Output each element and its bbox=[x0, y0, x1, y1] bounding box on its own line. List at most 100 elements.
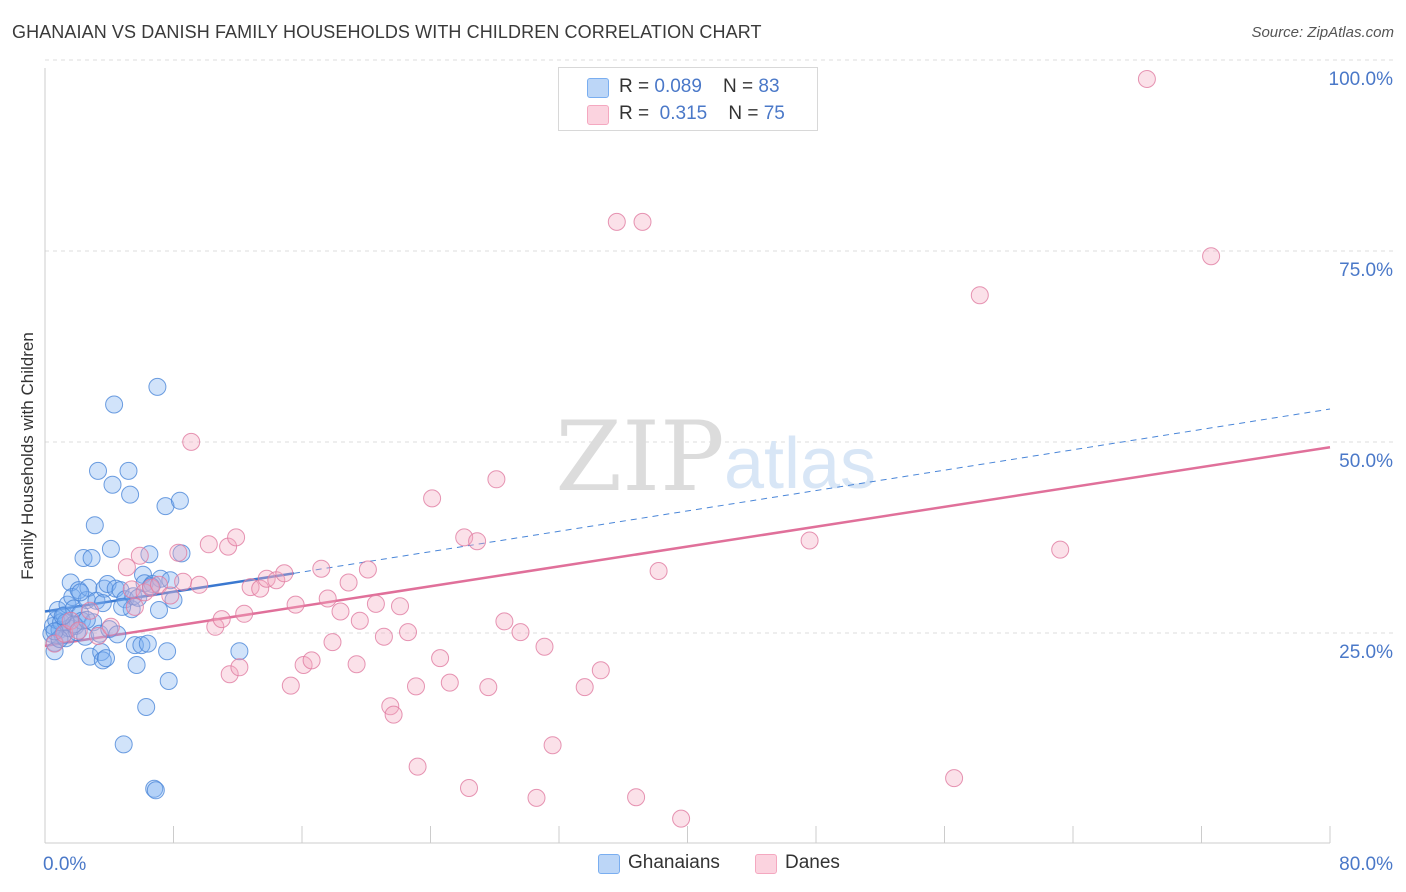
data-point bbox=[286, 595, 305, 614]
data-point bbox=[649, 562, 668, 580]
legend-label-ghanaians: Ghanaians bbox=[628, 852, 720, 873]
watermark: ZIP atlas bbox=[555, 401, 876, 513]
legend-swatch-danes bbox=[587, 105, 609, 125]
data-point bbox=[331, 602, 350, 621]
data-point bbox=[423, 489, 442, 508]
grid-lines bbox=[45, 59, 1395, 634]
data-point bbox=[45, 642, 64, 661]
chart-title: GHANAIAN VS DANISH FAMILY HOUSEHOLDS WIT… bbox=[12, 22, 762, 42]
data-point bbox=[384, 705, 403, 724]
data-point bbox=[251, 579, 270, 598]
data-point bbox=[800, 531, 819, 550]
legend-n-value: 75 bbox=[763, 103, 785, 124]
data-point bbox=[132, 636, 151, 655]
data-point bbox=[55, 624, 74, 643]
y-axis-label: Family Households with Children bbox=[18, 332, 37, 580]
data-point bbox=[156, 497, 175, 516]
legend-n-label: N = bbox=[723, 76, 759, 97]
data-point bbox=[138, 634, 157, 653]
data-point bbox=[607, 212, 626, 231]
data-point bbox=[114, 735, 133, 754]
data-point bbox=[220, 665, 239, 684]
data-point bbox=[318, 589, 337, 608]
data-point bbox=[230, 642, 249, 661]
data-point bbox=[117, 558, 136, 577]
data-point bbox=[945, 769, 964, 788]
data-point bbox=[170, 491, 189, 510]
data-point bbox=[182, 432, 201, 451]
legend-n-label: N = bbox=[728, 103, 764, 124]
data-point bbox=[479, 678, 498, 697]
correlation-legend: R = 0.089 N = 83 R = 0.315 N = 75 bbox=[558, 67, 818, 131]
data-point bbox=[174, 572, 193, 591]
data-point bbox=[105, 395, 124, 414]
data-point bbox=[89, 461, 107, 480]
data-point bbox=[108, 625, 127, 644]
data-point bbox=[495, 612, 514, 631]
data-point bbox=[275, 564, 294, 583]
data-point bbox=[140, 545, 159, 564]
data-point bbox=[101, 617, 120, 636]
legend-r-label: R = bbox=[619, 76, 655, 97]
data-point bbox=[633, 212, 652, 231]
data-point bbox=[1051, 540, 1070, 559]
data-point bbox=[575, 678, 594, 697]
data-point bbox=[235, 604, 254, 623]
data-point bbox=[113, 597, 132, 616]
data-point bbox=[672, 809, 691, 828]
data-point bbox=[511, 623, 530, 642]
series-legend: Ghanaians Danes bbox=[0, 852, 1406, 878]
data-point bbox=[206, 617, 225, 636]
y-tick-label: 25.0% bbox=[1339, 642, 1393, 663]
data-point bbox=[468, 532, 487, 551]
data-point bbox=[135, 583, 154, 602]
legend-r-value: 0.315 bbox=[659, 103, 708, 124]
legend-swatch-ghanaians bbox=[598, 854, 620, 874]
data-point bbox=[81, 601, 99, 620]
data-point bbox=[591, 661, 610, 680]
data-point bbox=[97, 649, 115, 668]
data-point bbox=[257, 569, 276, 588]
y-tick-label: 100.0% bbox=[1329, 69, 1394, 90]
data-point bbox=[125, 597, 144, 616]
legend-r-label: R = bbox=[619, 103, 655, 124]
data-point bbox=[103, 475, 122, 494]
data-point bbox=[82, 549, 101, 567]
data-point bbox=[487, 470, 506, 489]
data-point bbox=[199, 535, 218, 554]
data-point bbox=[460, 779, 478, 797]
data-point bbox=[159, 672, 178, 690]
data-point bbox=[89, 627, 107, 645]
data-point bbox=[535, 637, 554, 656]
data-point bbox=[374, 627, 393, 646]
data-point bbox=[190, 575, 209, 594]
data-point bbox=[323, 633, 342, 652]
data-point bbox=[1137, 70, 1156, 88]
data-point bbox=[543, 736, 562, 755]
source-attribution: Source: ZipAtlas.com bbox=[1251, 24, 1394, 41]
data-point bbox=[146, 781, 165, 800]
data-point bbox=[121, 485, 140, 504]
legend-n-value: 83 bbox=[758, 76, 780, 97]
trend-line-extension bbox=[293, 408, 1331, 574]
data-point bbox=[431, 649, 450, 668]
legend-label-danes: Danes bbox=[785, 852, 840, 873]
data-point bbox=[627, 788, 646, 807]
data-point bbox=[127, 656, 146, 674]
y-tick-label: 50.0% bbox=[1339, 451, 1393, 472]
data-point bbox=[150, 601, 168, 619]
data-point bbox=[125, 636, 144, 655]
watermark-atlas: atlas bbox=[724, 424, 876, 504]
x-tick-label: 0.0% bbox=[43, 854, 86, 875]
trend-line bbox=[44, 446, 1331, 648]
data-point bbox=[241, 578, 260, 597]
data-point bbox=[366, 594, 385, 613]
data-point bbox=[212, 610, 231, 629]
data-point bbox=[440, 673, 459, 692]
tick-labels: 25.0% 50.0% 75.0% 100.0% 0.0% 80.0% bbox=[43, 69, 1393, 875]
data-point bbox=[137, 698, 156, 716]
data-point bbox=[970, 286, 989, 305]
data-point bbox=[85, 516, 104, 535]
data-point bbox=[399, 623, 417, 642]
data-point bbox=[93, 651, 112, 670]
